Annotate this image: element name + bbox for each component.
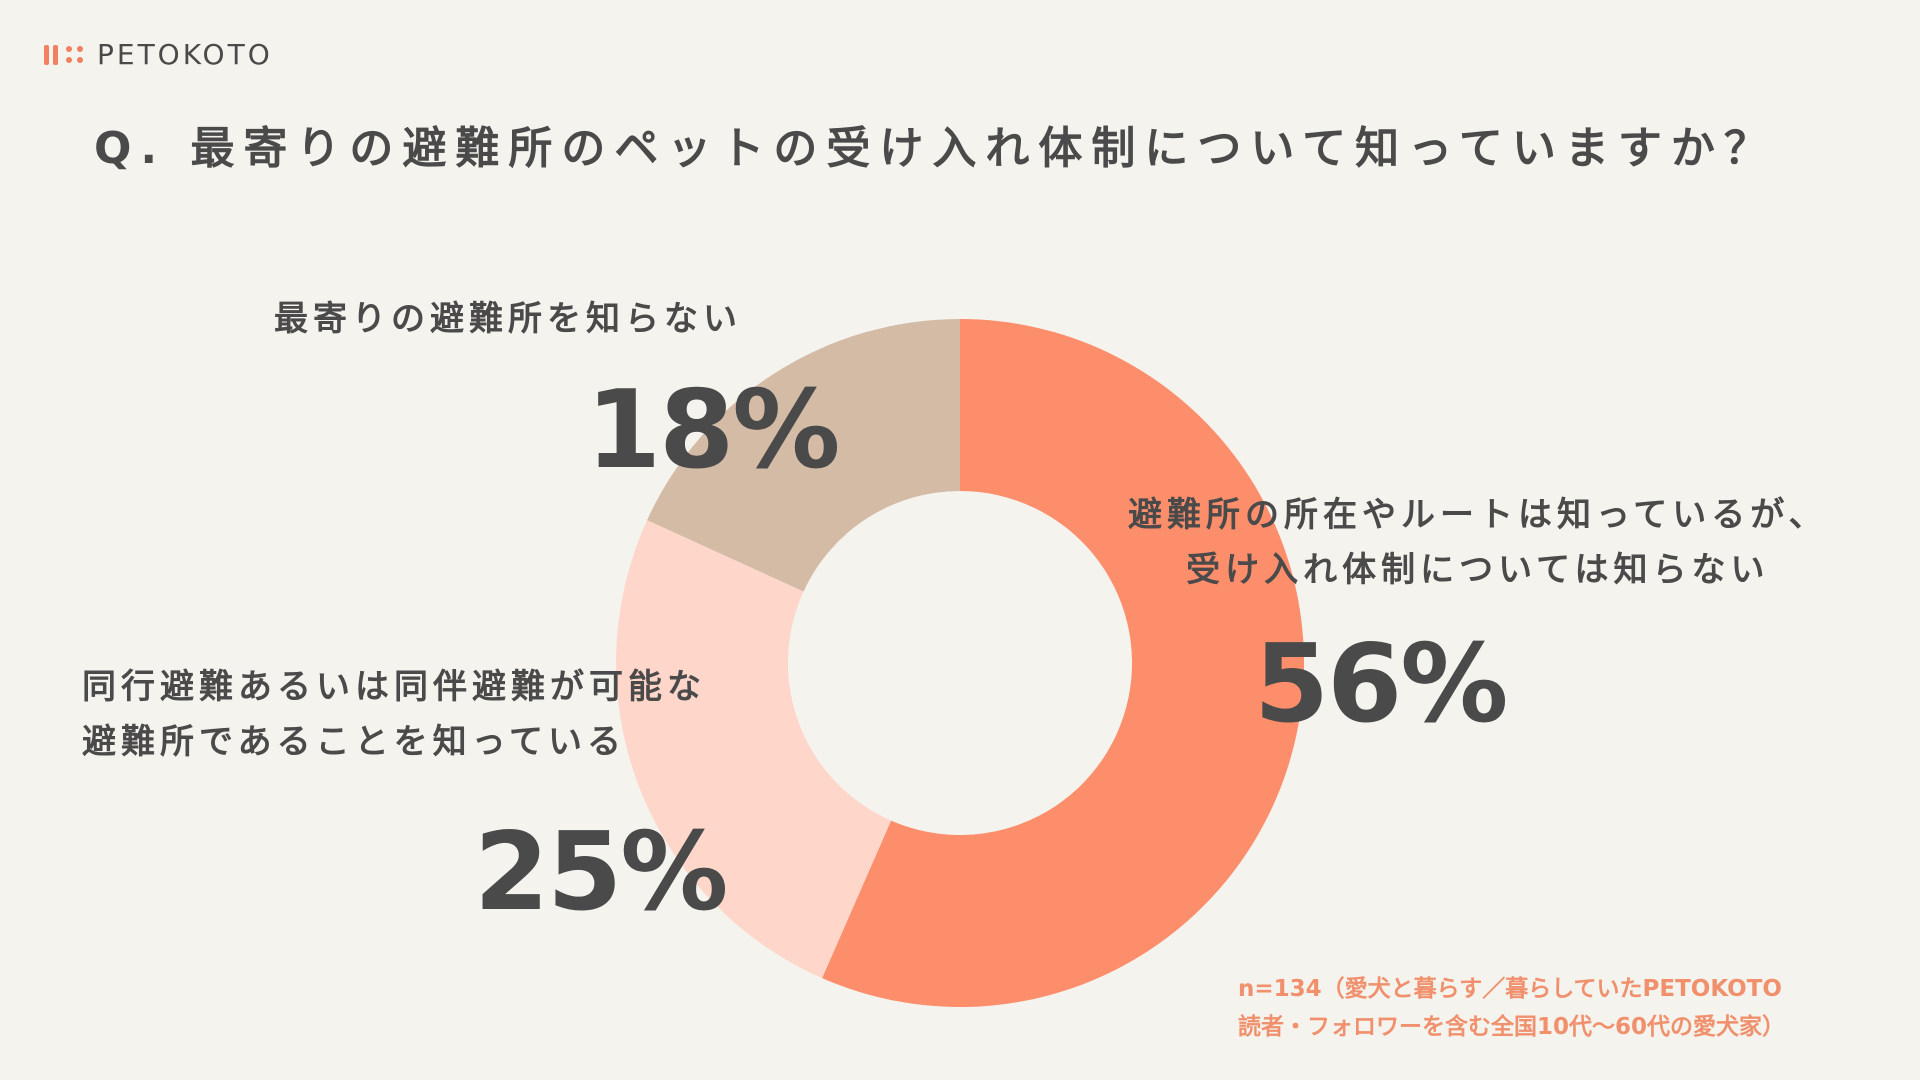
- label-25-line2: 避難所であることを知っている: [82, 722, 626, 762]
- label-25: 同行避難あるいは同伴避難が可能な 避難所であることを知っている: [82, 660, 706, 770]
- value-label-25: 25%: [474, 810, 729, 935]
- chart-title: Q. 最寄りの避難所のペットの受け入れ体制について知っていますか？: [94, 123, 1777, 174]
- brand-name: PETOKOTO: [97, 38, 273, 71]
- donut-slice-3: [647, 319, 960, 592]
- label-25-line1: 同行避難あるいは同伴避難が可能な: [82, 667, 706, 707]
- sample-note-line1: n=134（愛犬と暮らす／暮らしていたPETOKOTO: [1238, 976, 1782, 1002]
- value-label-18: 18%: [586, 368, 841, 493]
- donut-slice-1: [822, 319, 1304, 1007]
- label-56-line1: 避難所の所在やルートは知っているが、: [1128, 495, 1828, 535]
- label-56-line2: 受け入れ体制については知らない: [1186, 550, 1770, 590]
- sample-note-line2: 読者・フォロワーを含む全国10代〜60代の愛犬家）: [1238, 1014, 1786, 1040]
- petokoto-logo-icon: [44, 44, 83, 65]
- donut-slice-2: [616, 520, 892, 979]
- brand-logo: PETOKOTO: [44, 38, 273, 71]
- label-56: 避難所の所在やルートは知っているが、 受け入れ体制については知らない: [1128, 488, 1828, 598]
- label-18: 最寄りの避難所を知らない: [274, 292, 742, 347]
- value-label-56: 56%: [1254, 622, 1509, 747]
- sample-note: n=134（愛犬と暮らす／暮らしていたPETOKOTO 読者・フォロワーを含む全…: [1238, 970, 1785, 1046]
- label-18-line1: 最寄りの避難所を知らない: [274, 299, 742, 339]
